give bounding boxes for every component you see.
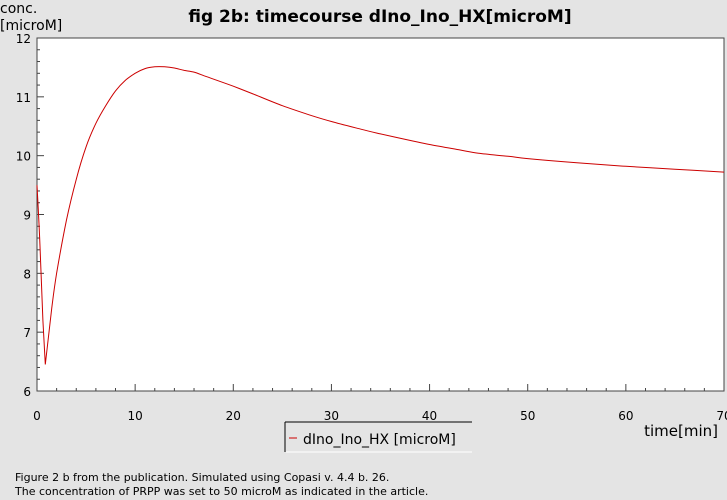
- y-tick-label: 9: [23, 209, 31, 223]
- x-tick-label: 20: [226, 409, 241, 423]
- caption-line-2: The concentration of PRPP was set to 50 …: [15, 485, 429, 498]
- chart-title: fig 2b: timecourse dIno_Ino_HX[microM]: [188, 7, 571, 27]
- legend-label: dIno_Ino_HX [microM]: [303, 432, 456, 448]
- y-tick-label: 10: [16, 150, 31, 164]
- x-tick-label: 60: [618, 409, 633, 423]
- y-tick-label: 11: [16, 91, 31, 105]
- y-tick-label: 8: [23, 267, 31, 281]
- y-axis: 6 7 8 9 10 11 12: [16, 32, 44, 399]
- x-tick-label: 70: [716, 409, 727, 423]
- x-tick-label: 10: [128, 409, 143, 423]
- y-axis-label-line1: conc.: [0, 1, 37, 17]
- series-line-dIno-Ino-HX: [36, 66, 725, 365]
- x-tick-label: 50: [520, 409, 535, 423]
- legend: dIno_Ino_HX [microM]: [284, 421, 472, 453]
- x-tick-label: 40: [422, 409, 437, 423]
- plot-area: [36, 37, 725, 392]
- x-tick-label: 0: [33, 409, 41, 423]
- y-tick-label: 6: [23, 385, 31, 399]
- x-axis-label: time[min]: [644, 422, 718, 440]
- y-tick-label: 12: [16, 32, 31, 46]
- y-tick-label: 7: [23, 326, 31, 340]
- caption-line-1: Figure 2 b from the publication. Simulat…: [15, 471, 390, 484]
- y-axis-label-line2: [microM]: [0, 18, 62, 34]
- x-tick-label: 30: [324, 409, 339, 423]
- x-axis: 0 10 20 30 40 50 60 70: [33, 384, 727, 423]
